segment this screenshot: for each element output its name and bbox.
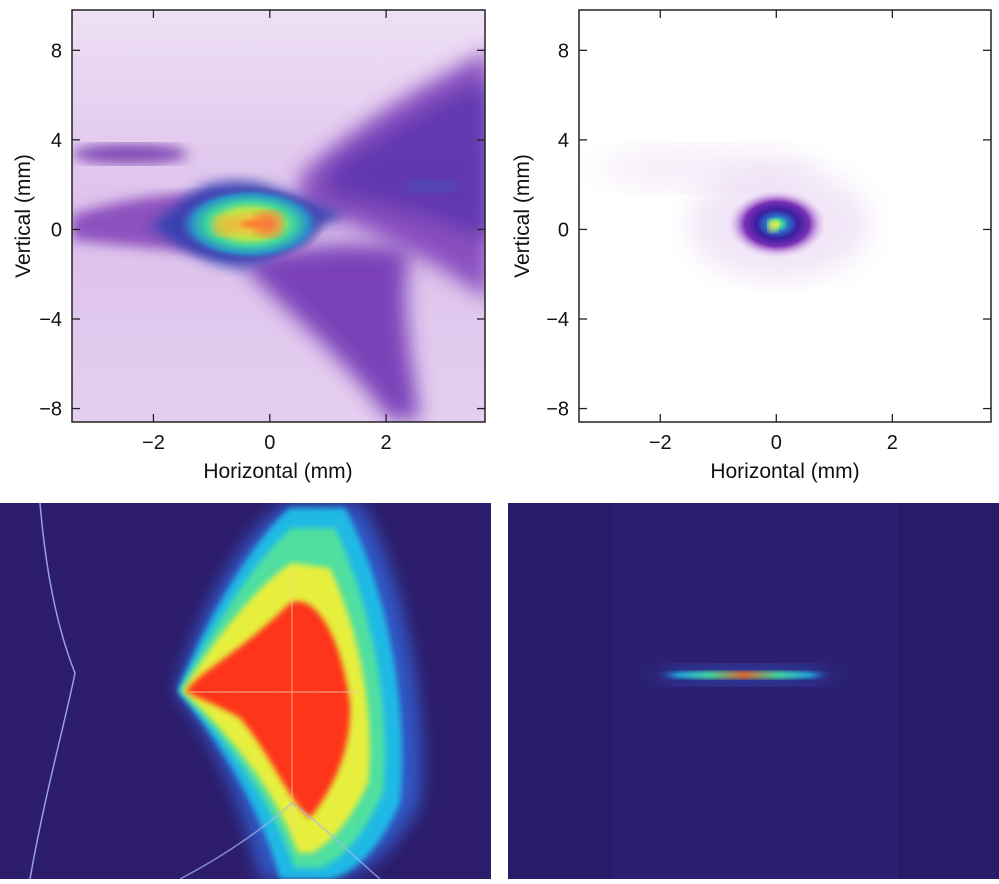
y-tick-label: −8: [546, 399, 569, 421]
y-tick-label: 4: [558, 130, 569, 152]
x-tick-label: 0: [771, 432, 782, 454]
secondary-hot-spot: [213, 216, 237, 236]
y-tick-label: 8: [51, 40, 62, 62]
left-streak-region: [72, 144, 188, 164]
heatmap-image-bottom-right: [508, 503, 999, 879]
x-tick-label: 2: [381, 432, 392, 454]
y-tick-label: 4: [51, 130, 62, 152]
image-noise: [0, 503, 491, 879]
x-axis-label: Horizontal (mm): [710, 460, 859, 483]
y-tick-label: −4: [39, 309, 62, 331]
y-tick-label: 0: [558, 219, 569, 241]
plot-frame: [578, 9, 992, 423]
heatmap-image-bottom-left: [0, 502, 491, 880]
hot-spot: [254, 212, 282, 236]
x-axis-label: Horizontal (mm): [203, 460, 352, 483]
lower-plume-region: [240, 244, 420, 420]
beam-line: [656, 671, 832, 679]
x-tick-label: −2: [649, 432, 672, 454]
y-tick-label: 0: [51, 219, 62, 241]
x-tick-label: −2: [142, 432, 165, 454]
wing-core: [330, 82, 485, 239]
heatmap-chart-top-right: −2 0 2 −8 −4 0 4 8 Horizontal (mm) Vertical (mm…: [511, 9, 992, 483]
tick-group: −2 0 2 −8 −4 0 4 8: [39, 10, 485, 454]
plot-frame: [71, 9, 486, 423]
x-tick-label: 2: [887, 432, 898, 454]
panel-top-right: −2 0 2 −8 −4 0 4 8 Horizontal (mm) Vertical (mm…: [499, 0, 999, 500]
x-tick-label: 0: [264, 432, 275, 454]
core-spot: [175, 186, 325, 262]
horizontal-profile-trace: [179, 802, 381, 880]
vertical-profile-trace: [29, 502, 76, 880]
right-streak-region: [402, 180, 462, 192]
panel-bottom-right: [508, 503, 999, 879]
panel-bottom-left: [0, 502, 491, 880]
beam-center: [768, 220, 778, 232]
y-axis-label: Vertical (mm): [511, 154, 534, 278]
y-tick-label: 8: [558, 40, 569, 62]
tick-group: −2 0 2 −8 −4 0 4 8: [546, 10, 991, 454]
sensor-band: [613, 503, 898, 879]
heatmap-chart-top-left: −2 0 2 −8 −4 0 4 8 Horizontal (mm) Vertical (mm…: [12, 9, 486, 483]
y-axis-label: Vertical (mm): [12, 154, 35, 278]
y-tick-label: −8: [39, 399, 62, 421]
panel-top-left: −2 0 2 −8 −4 0 4 8 Horizontal (mm) Vertical (mm…: [0, 0, 499, 500]
y-tick-label: −4: [546, 309, 569, 331]
